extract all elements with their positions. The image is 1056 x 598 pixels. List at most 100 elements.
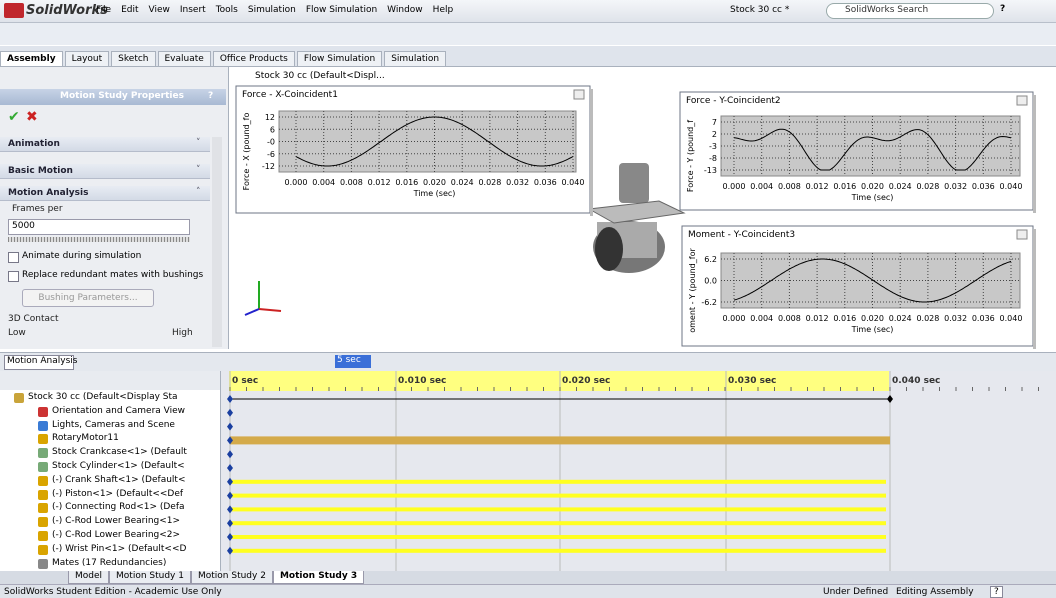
tree-item[interactable]: RotaryMotor11: [52, 433, 216, 443]
ok-button[interactable]: ✔: [8, 109, 20, 125]
menu-item[interactable]: File: [96, 5, 111, 15]
duration-field[interactable]: 5 sec: [335, 355, 371, 368]
status-state: Under Defined: [823, 587, 888, 597]
pm-section-header[interactable]: Motion Analysis˄: [0, 186, 210, 201]
plot-window: Force - Y-Coincident272-3-8-130.0000.004…: [680, 92, 1036, 213]
pm-section-title: Basic Motion: [8, 166, 73, 176]
tree-icon: [38, 559, 48, 569]
plot-close[interactable]: [1017, 230, 1027, 239]
x-tick-label: 0.008: [778, 314, 801, 323]
tree-item[interactable]: Stock 30 cc (Default<Display Sta: [28, 392, 216, 402]
component-bar: [230, 535, 886, 539]
checkbox[interactable]: [8, 252, 19, 263]
toolbar: [0, 23, 1056, 45]
tree-icon: [38, 448, 48, 458]
command-tab[interactable]: Sketch: [111, 51, 155, 66]
tree-item[interactable]: Lights, Cameras and Scene: [52, 420, 216, 430]
tree-icon: [14, 393, 24, 403]
checkbox[interactable]: [8, 271, 19, 282]
x-tick-label: 0.004: [750, 182, 773, 191]
y-tick-label: 6.2: [704, 255, 717, 264]
tree-item[interactable]: Stock Cylinder<1> (Default<: [52, 461, 216, 471]
x-tick-label: 0.032: [944, 314, 967, 323]
frames-slider[interactable]: [8, 237, 190, 242]
x-tick-label: 0.004: [312, 178, 335, 187]
pm-help[interactable]: ?: [208, 91, 213, 101]
study-type-dropdown[interactable]: Motion Analysis: [4, 355, 74, 370]
x-tick-label: 0.032: [506, 178, 529, 187]
study-tab[interactable]: Motion Study 2: [191, 571, 273, 584]
command-tab[interactable]: Flow Simulation: [297, 51, 382, 66]
pm-section-header[interactable]: Basic Motion˅: [0, 164, 210, 179]
status-bar: SolidWorks Student Edition - Academic Us…: [0, 584, 1056, 598]
x-tick-label: 0.000: [723, 314, 746, 323]
time-ruler: [229, 371, 889, 391]
frames-value: 5000: [12, 221, 35, 231]
tree-item[interactable]: (-) Piston<1> (Default<<Def: [52, 489, 216, 499]
tree-item[interactable]: Stock Crankcase<1> (Default: [52, 447, 216, 457]
plot-frame-shadow: [1033, 95, 1036, 213]
menu-item[interactable]: Help: [433, 5, 454, 15]
menu-item[interactable]: Insert: [180, 5, 206, 15]
x-tick-label: 0.036: [972, 182, 995, 191]
tree-root: Stock 30 cc (Default<Displ...: [255, 71, 385, 81]
y-axis-label: Force - Y (pound_f: [686, 120, 695, 192]
plot-close[interactable]: [574, 90, 584, 99]
frames-input[interactable]: 5000: [8, 219, 190, 235]
component-bar: [230, 521, 886, 525]
menu-item[interactable]: Simulation: [248, 5, 296, 15]
tree-item[interactable]: (-) Crank Shaft<1> (Default<: [52, 475, 216, 485]
plot-frame-shadow: [590, 89, 593, 216]
menu-item[interactable]: View: [149, 5, 170, 15]
component-bar: [230, 480, 886, 484]
help-menu[interactable]: ?: [1000, 4, 1005, 14]
pm-scrollbar[interactable]: [212, 137, 222, 347]
plot-title: Force - X-Coincident1: [242, 90, 338, 100]
tree-icon: [38, 531, 48, 541]
plot-close[interactable]: [1017, 96, 1027, 105]
command-tab[interactable]: Assembly: [0, 51, 63, 66]
menu-item[interactable]: Window: [387, 5, 423, 15]
study-tab[interactable]: Motion Study 3: [273, 571, 364, 584]
plot-window: Force - X-Coincident1126-0-6-120.0000.00…: [236, 86, 593, 216]
menu-item[interactable]: Edit: [121, 5, 138, 15]
status-help[interactable]: ?: [990, 586, 1003, 598]
tree-item[interactable]: Orientation and Camera View: [52, 406, 216, 416]
low-label: Low: [8, 328, 26, 338]
y-tick-label: 0.0: [704, 277, 717, 286]
x-tick-label: 0.020: [861, 314, 884, 323]
x-tick-label: 0.012: [806, 182, 829, 191]
x-tick-label: 0.028: [916, 314, 939, 323]
component-bar: [230, 549, 886, 553]
command-tab[interactable]: Simulation: [384, 51, 446, 66]
tree-item[interactable]: (-) C-Rod Lower Bearing<2>: [52, 530, 216, 540]
x-tick-label: 0.020: [423, 178, 446, 187]
tree-item[interactable]: (-) Connecting Rod<1> (Defa: [52, 502, 216, 512]
tree-icon: [38, 421, 48, 431]
tree-item[interactable]: (-) Wrist Pin<1> (Default<<D: [52, 544, 216, 554]
time-label: 0.010 sec: [398, 376, 446, 386]
x-tick-label: 0.024: [889, 182, 912, 191]
search-box[interactable]: SolidWorks Search: [826, 3, 994, 19]
bushing-button[interactable]: Bushing Parameters...: [22, 289, 154, 307]
tree-item[interactable]: (-) C-Rod Lower Bearing<1>: [52, 516, 216, 526]
cancel-button[interactable]: ✖: [26, 109, 38, 125]
y-tick-label: 7: [712, 118, 717, 127]
tree-icon: [38, 503, 48, 513]
y-tick-label: -0: [267, 138, 275, 147]
study-tab[interactable]: Motion Study 1: [109, 571, 191, 584]
pm-section-header[interactable]: Animation˅: [0, 137, 210, 152]
pm-section-chevron: ˅: [196, 138, 201, 148]
command-tab[interactable]: Office Products: [213, 51, 295, 66]
y-axis-label: oment - Y (pound_for: [688, 248, 697, 333]
menu-item[interactable]: Flow Simulation: [306, 5, 377, 15]
y-axis-label: Force - X (pound_fo: [242, 113, 251, 191]
menu-item[interactable]: Tools: [216, 5, 238, 15]
study-tab[interactable]: Model: [68, 571, 109, 584]
command-tab[interactable]: Layout: [65, 51, 110, 66]
command-tab[interactable]: Evaluate: [158, 51, 211, 66]
timeline-area: 0 sec0.010 sec0.020 sec0.030 sec0.040 se…: [221, 371, 1056, 571]
tree-item[interactable]: Mates (17 Redundancies): [52, 558, 216, 568]
app-logo: [4, 3, 24, 18]
